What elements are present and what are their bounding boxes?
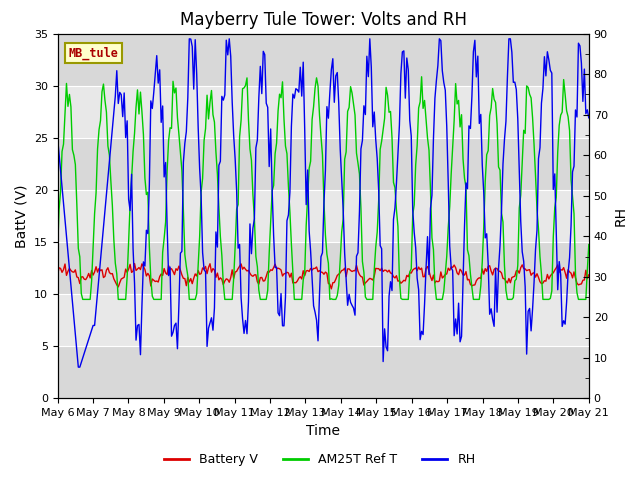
X-axis label: Time: Time (306, 424, 340, 438)
Bar (58, 138, 589, 190)
Bar (58, 294, 589, 346)
Legend: Battery V, AM25T Ref T, RH: Battery V, AM25T Ref T, RH (159, 448, 481, 471)
Bar (58, 190, 589, 242)
Bar (58, 346, 589, 398)
Text: MB_tule: MB_tule (68, 47, 118, 60)
Y-axis label: RH: RH (613, 206, 627, 226)
Bar (58, 86, 589, 138)
Bar (58, 242, 589, 294)
Title: Mayberry Tule Tower: Volts and RH: Mayberry Tule Tower: Volts and RH (180, 11, 467, 29)
Y-axis label: BattV (V): BattV (V) (14, 184, 28, 248)
Bar (58, 34, 589, 86)
